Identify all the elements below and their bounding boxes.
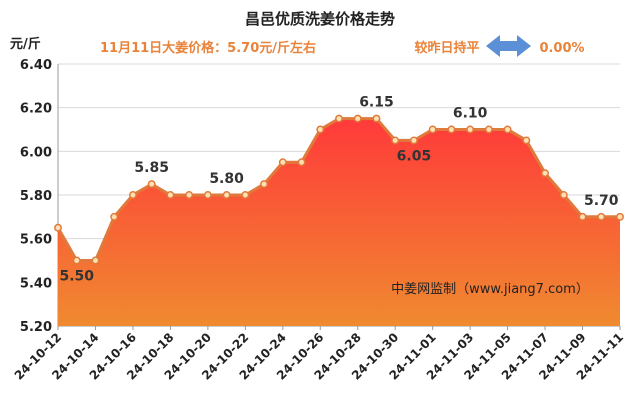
flat-arrow-icon (486, 35, 531, 57)
data-point-24-10-17 (147, 180, 156, 189)
data-label-24-11-03: 6.10 (453, 106, 488, 122)
data-label-24-10-13: 5.50 (59, 269, 94, 285)
data-point-24-11-03 (466, 125, 475, 134)
data-label-24-10-31: 6.05 (397, 148, 432, 164)
chart-title: 昌邑优质洗姜价格走势 (245, 10, 395, 28)
data-point-24-11-04 (484, 125, 493, 134)
data-point-24-11-06 (522, 136, 531, 145)
data-point-24-10-30 (391, 136, 400, 145)
data-point-24-10-29 (372, 114, 381, 123)
data-point-24-10-22 (241, 191, 250, 199)
data-point-24-10-23 (260, 180, 269, 189)
data-point-24-11-05 (503, 125, 512, 134)
data-point-24-10-31 (409, 136, 418, 145)
data-point-24-11-08 (559, 191, 568, 199)
data-point-24-10-13 (72, 256, 81, 265)
y-tick-label: 6.00 (20, 145, 52, 160)
price-area-fill (58, 118, 620, 326)
compare-label: 较昨日持平 (414, 40, 479, 56)
data-label-24-11-10: 5.70 (584, 193, 619, 209)
data-point-24-10-16 (128, 191, 137, 199)
y-tick-label: 5.80 (20, 189, 52, 204)
data-point-24-10-14 (91, 256, 100, 265)
watermark: 中姜网监制（www.jiang7.com） (391, 282, 589, 297)
plot-area (54, 114, 624, 326)
y-tick-label: 6.20 (20, 102, 52, 117)
data-point-24-10-21 (222, 191, 231, 199)
y-axis-unit: 元/斤 (10, 36, 41, 52)
data-point-24-10-18 (166, 191, 175, 199)
data-label-24-10-21: 5.80 (209, 171, 244, 187)
data-point-24-10-26 (316, 125, 325, 134)
data-point-24-10-19 (185, 191, 194, 199)
data-point-24-11-11 (616, 212, 624, 221)
change-percent: 0.00% (539, 41, 584, 56)
data-point-24-10-25 (297, 158, 306, 167)
x-tick-labels: 24-10-1224-10-1424-10-1624-10-1824-10-20… (12, 326, 626, 383)
data-label-24-10-17: 5.85 (134, 160, 169, 176)
data-point-24-11-02 (447, 125, 456, 134)
data-point-24-10-27 (335, 114, 343, 123)
y-tick-label: 5.40 (20, 276, 52, 291)
data-point-24-10-15 (110, 212, 119, 221)
y-tick-labels: 5.20 5.40 5.60 5.80 6.00 6.20 6.40 (20, 58, 52, 335)
y-tick-label: 5.60 (20, 233, 52, 248)
data-point-24-11-09 (578, 212, 587, 221)
data-point-24-11-07 (541, 169, 550, 178)
data-label-24-10-29: 6.15 (359, 95, 394, 111)
data-point-24-10-28 (353, 114, 362, 123)
data-labels: 5.50 5.85 5.80 6.15 6.05 6.10 5.70 (59, 95, 618, 285)
data-point-24-10-12 (54, 223, 62, 232)
price-note: 11月11日大姜价格：5.70元/斤左右 (100, 40, 316, 56)
data-point-24-10-20 (203, 191, 212, 199)
data-point-24-10-24 (278, 158, 287, 167)
y-tick-label: 6.40 (20, 58, 52, 73)
data-point-24-11-01 (428, 125, 437, 134)
y-tick-label: 5.20 (20, 320, 52, 335)
data-point-24-11-10 (597, 212, 606, 221)
